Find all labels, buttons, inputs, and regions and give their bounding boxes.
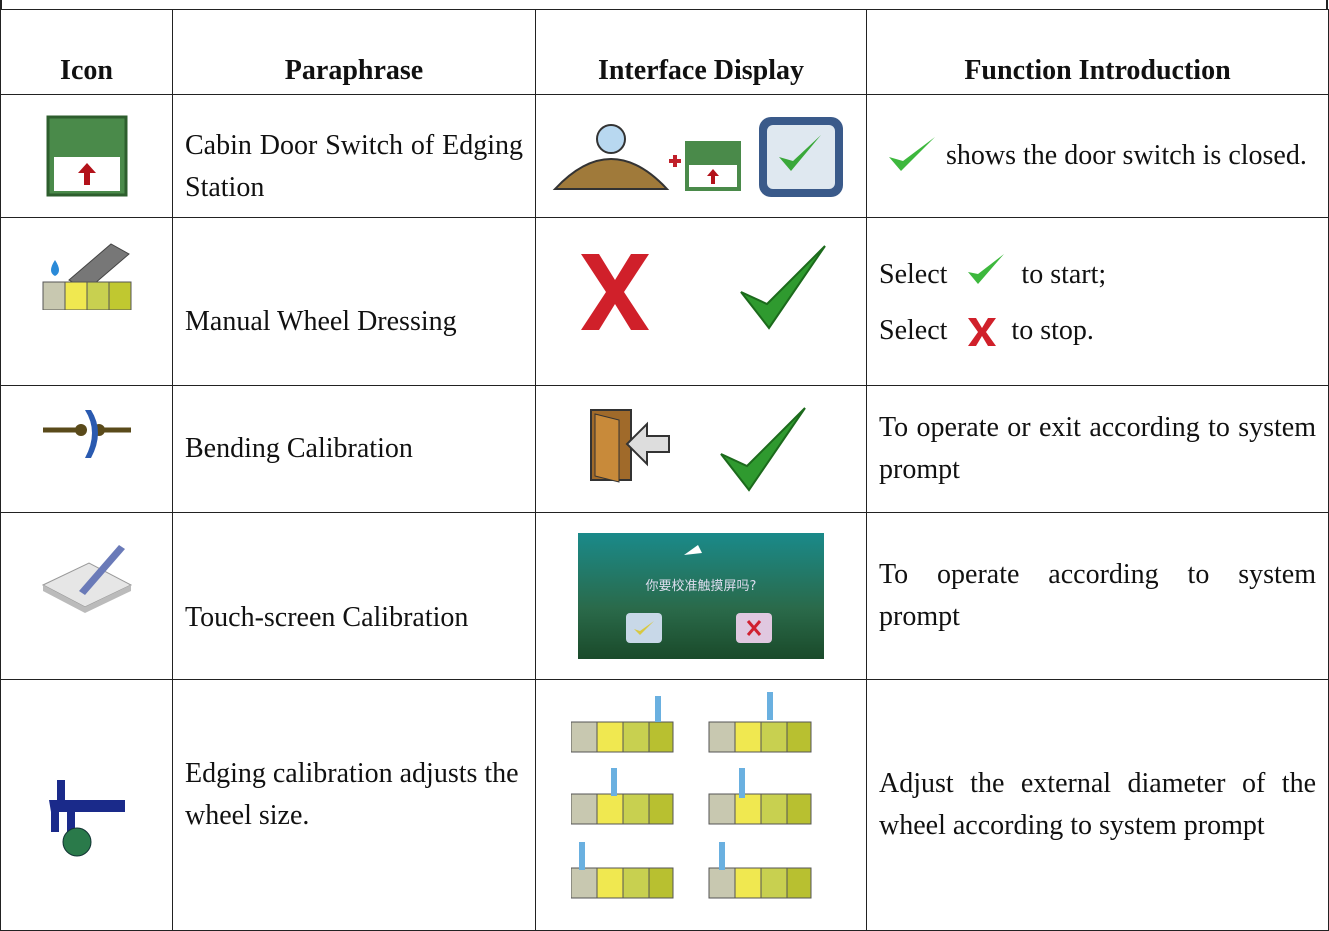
- screen-text: 你要校准触摸屏吗?: [645, 579, 757, 594]
- function-cell: Select to start; Select to stop.: [866, 217, 1329, 386]
- row: Bending Calibration To operate or exit a…: [0, 385, 1329, 513]
- icon-cell: [0, 217, 173, 386]
- line: Select to start;: [879, 252, 1316, 296]
- header-row: Icon Paraphrase Interface Display Functi…: [0, 9, 1329, 95]
- display-cell: [535, 385, 867, 513]
- display-image: [590, 407, 806, 492]
- table: Icon Paraphrase Interface Display Functi…: [0, 9, 1329, 931]
- row: Manual Wheel Dressing Select to start; S…: [0, 217, 1329, 386]
- dressing-icon: [42, 243, 131, 310]
- caliper-icon: [48, 780, 125, 857]
- touch-icon: [41, 545, 132, 613]
- function-cell: To operate according to system prompt: [866, 512, 1329, 680]
- display-image: [581, 245, 826, 330]
- function-cell: shows the door switch is closed.: [866, 94, 1329, 218]
- function-cell: To operate or exit according to system p…: [866, 385, 1329, 513]
- line: Select to stop.: [879, 310, 1316, 352]
- function-text: Select: [879, 314, 948, 346]
- paraphrase: Manual Wheel Dressing: [172, 217, 536, 386]
- header-cell: Function Introduction: [866, 9, 1329, 95]
- display-cell: 你要校准触摸屏吗?: [535, 512, 867, 680]
- display-image: [571, 692, 812, 899]
- function-cell: Adjust the external diameter of the whee…: [866, 679, 1329, 931]
- function-text: To operate or exit according to system p…: [879, 412, 1316, 485]
- display-cell: [535, 679, 867, 931]
- display-cell: [535, 94, 867, 218]
- border: [1326, 0, 1328, 9]
- function-text: To operate according to system prompt: [879, 559, 1316, 632]
- row: Touch-screen Calibration 你要校准触摸屏吗? To op…: [0, 512, 1329, 680]
- function-text: Select: [879, 258, 948, 290]
- border: [0, 0, 2, 9]
- check-icon: [968, 253, 1005, 284]
- screen-art: [626, 545, 772, 643]
- function-text: shows the door switch is closed.: [946, 140, 1307, 171]
- paraphrase: Cabin Door Switch of Edging Station: [172, 94, 536, 218]
- door-icon: [46, 115, 127, 197]
- display-image: [552, 117, 843, 197]
- icon-cell: [0, 385, 173, 513]
- paraphrase: Bending Calibration: [172, 385, 536, 513]
- icon-cell: [0, 679, 173, 931]
- header-cell: Interface Display: [535, 9, 867, 95]
- icon-cell: [0, 94, 173, 218]
- row: Edging calibration adjusts the wheel siz…: [0, 679, 1329, 931]
- header-cell: Paraphrase: [172, 9, 536, 95]
- function-text: Adjust the external diameter of the whee…: [879, 768, 1316, 841]
- display-cell: [535, 217, 867, 386]
- row: Cabin Door Switch of Edging Station show…: [0, 94, 1329, 218]
- function-text: to start;: [1021, 258, 1107, 290]
- x-icon: [968, 318, 997, 347]
- icon-cell: [0, 512, 173, 680]
- paraphrase: Touch-screen Calibration: [172, 512, 536, 680]
- paraphrase: Edging calibration adjusts the wheel siz…: [172, 679, 536, 931]
- bending-icon: [42, 410, 131, 458]
- header-cell: Icon: [0, 9, 173, 95]
- check-icon: [889, 137, 935, 171]
- screen-image: 你要校准触摸屏吗?: [578, 533, 824, 659]
- function-text: to stop.: [1011, 314, 1094, 346]
